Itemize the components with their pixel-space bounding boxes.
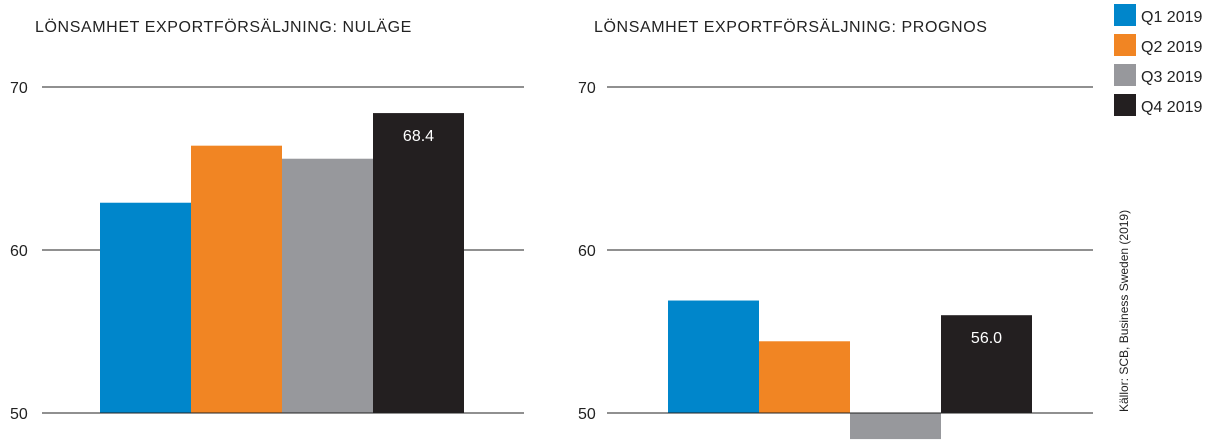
y-tick-label: 60 bbox=[578, 243, 596, 260]
bar-q3-2019 bbox=[282, 158, 373, 413]
bar-q4-2019 bbox=[373, 113, 464, 413]
bar-q2-2019 bbox=[191, 145, 282, 413]
y-tick-label: 70 bbox=[10, 80, 28, 97]
legend-label: Q4 2019 bbox=[1141, 99, 1202, 116]
data-label: 56.0 bbox=[971, 330, 1002, 347]
legend-swatch bbox=[1114, 94, 1136, 116]
chart-panel-2: LÖNSAMHET EXPORTFÖRSÄLJNING: PROGNOS 50 60… bbox=[578, 18, 1093, 440]
bar-q4-2019 bbox=[941, 315, 1032, 413]
legend-swatch bbox=[1114, 34, 1136, 56]
y-tick-label: 60 bbox=[10, 243, 28, 260]
bar-q1-2019 bbox=[100, 202, 191, 413]
y-tick-label: 50 bbox=[10, 406, 28, 423]
legend-item: Q2 2019 bbox=[1114, 34, 1202, 56]
legend-label: Q2 2019 bbox=[1141, 39, 1202, 56]
bar-q1-2019 bbox=[668, 300, 759, 413]
legend-label: Q1 2019 bbox=[1141, 9, 1202, 26]
legend-item: Q4 2019 bbox=[1114, 94, 1202, 116]
y-tick-label: 50 bbox=[578, 406, 596, 423]
legend-item: Q1 2019 bbox=[1114, 4, 1202, 26]
legend-swatch bbox=[1114, 64, 1136, 86]
legend-label: Q3 2019 bbox=[1141, 69, 1202, 86]
chart-title: LÖNSAMHET EXPORTFÖRSÄLJNING: NULÄGE bbox=[35, 18, 412, 36]
data-label: 68.4 bbox=[403, 128, 434, 145]
legend: Q1 2019 Q2 2019 Q3 2019 Q4 2019 bbox=[1114, 4, 1202, 116]
chart-panel-1: LÖNSAMHET EXPORTFÖRSÄLJNING: NULÄGE 50 60 7… bbox=[10, 18, 524, 423]
y-tick-label: 70 bbox=[578, 80, 596, 97]
legend-swatch bbox=[1114, 4, 1136, 26]
bar-q3-2019 bbox=[850, 413, 941, 440]
chart-title: LÖNSAMHET EXPORTFÖRSÄLJNING: PROGNOS bbox=[594, 18, 988, 36]
legend-item: Q3 2019 bbox=[1114, 64, 1202, 86]
bar-q2-2019 bbox=[759, 341, 850, 413]
source-note: Källor: SCB, Business Sweden (2019) bbox=[1117, 210, 1131, 412]
